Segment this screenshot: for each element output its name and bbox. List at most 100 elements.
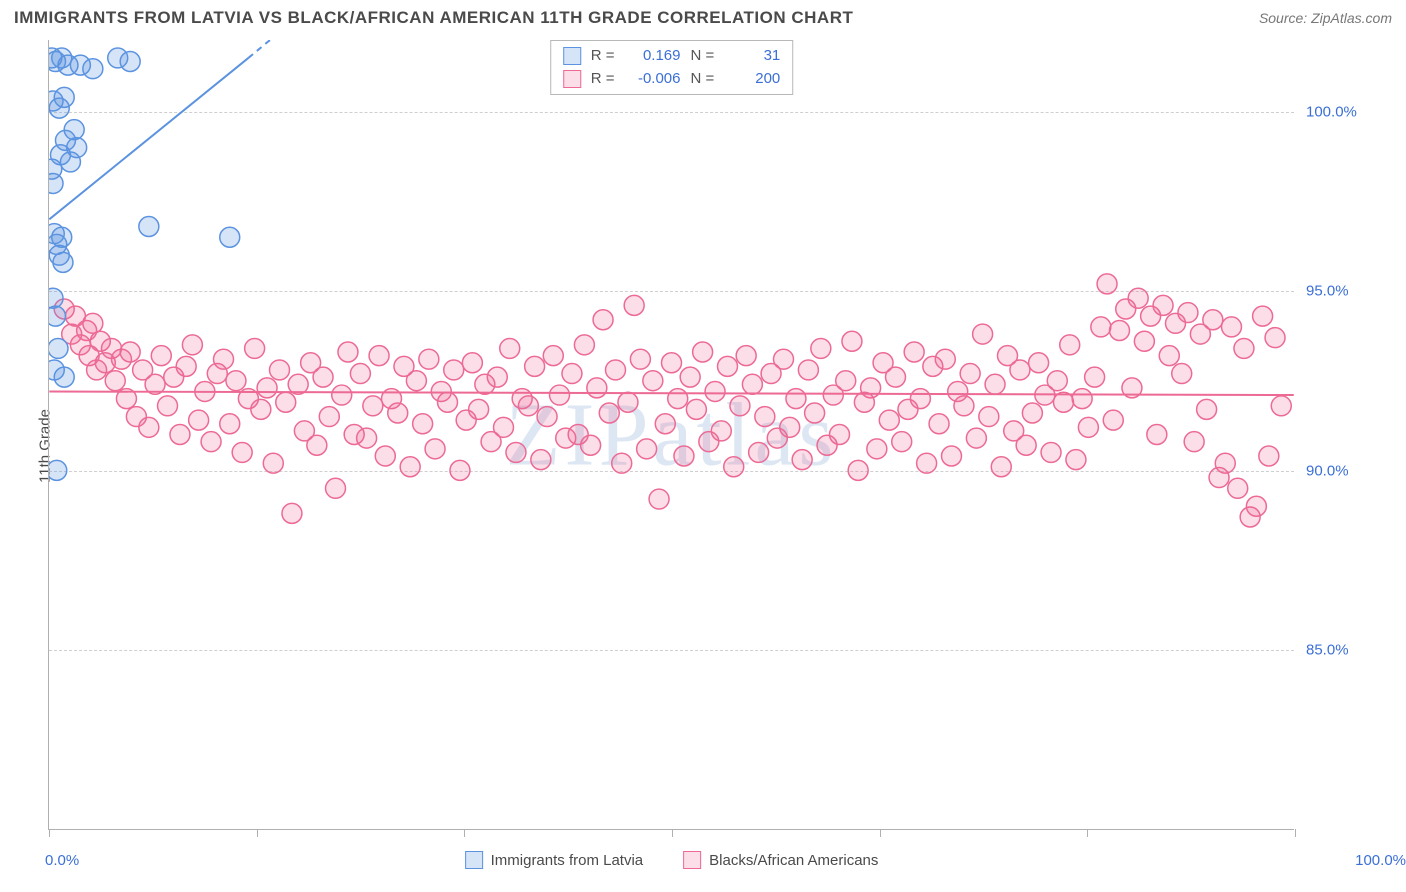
stats-row-series1: R = 0.169 N = 31 xyxy=(563,45,781,68)
scatter-point xyxy=(232,442,252,462)
scatter-point xyxy=(910,389,930,409)
scatter-point xyxy=(49,288,63,308)
scatter-point xyxy=(83,313,103,333)
scatter-point xyxy=(288,374,308,394)
scatter-point xyxy=(1041,442,1061,462)
scatter-point xyxy=(506,442,526,462)
scatter-point xyxy=(674,446,694,466)
scatter-point xyxy=(438,392,458,412)
scatter-point xyxy=(363,396,383,416)
scatter-point xyxy=(195,381,215,401)
scatter-point xyxy=(307,435,327,455)
scatter-point xyxy=(263,453,283,473)
scatter-point xyxy=(54,367,74,387)
scatter-point xyxy=(1253,306,1273,326)
scatter-point xyxy=(587,378,607,398)
y-tick-label: 85.0% xyxy=(1306,642,1396,659)
scatter-point xyxy=(742,374,762,394)
x-tick xyxy=(257,829,258,837)
scatter-point xyxy=(1184,432,1204,452)
scatter-point xyxy=(1128,288,1148,308)
legend-item-series1: Immigrants from Latvia xyxy=(465,851,644,869)
scatter-point xyxy=(1259,446,1279,466)
stats-box: R = 0.169 N = 31 R = -0.006 N = 200 xyxy=(550,40,794,95)
scatter-point xyxy=(469,399,489,419)
scatter-point xyxy=(798,360,818,380)
scatter-point xyxy=(220,227,240,247)
scatter-point xyxy=(991,457,1011,477)
scatter-point xyxy=(1022,403,1042,423)
scatter-point xyxy=(749,442,769,462)
scatter-point xyxy=(730,396,750,416)
scatter-point xyxy=(786,389,806,409)
scatter-point xyxy=(1103,410,1123,430)
scatter-point xyxy=(668,389,688,409)
legend-item-series2: Blacks/African Americans xyxy=(683,851,878,869)
scatter-point xyxy=(145,374,165,394)
stats-row-series2: R = -0.006 N = 200 xyxy=(563,68,781,91)
scatter-point xyxy=(1222,317,1242,337)
scatter-point xyxy=(326,478,346,498)
scatter-point xyxy=(245,338,265,358)
scatter-point xyxy=(680,367,700,387)
plot-area: ZIPatlas 85.0%90.0%95.0%100.0% R = 0.169… xyxy=(48,40,1294,830)
scatter-point xyxy=(649,489,669,509)
scatter-point xyxy=(1054,392,1074,412)
scatter-point xyxy=(550,385,570,405)
scatter-point xyxy=(60,152,80,172)
scatter-point xyxy=(655,414,675,434)
scatter-point xyxy=(1029,353,1049,373)
scatter-point xyxy=(581,435,601,455)
scatter-point xyxy=(1178,303,1198,323)
scatter-point xyxy=(313,367,333,387)
scatter-point xyxy=(270,360,290,380)
scatter-point xyxy=(83,59,103,79)
scatter-point xyxy=(693,342,713,362)
legend-swatch-series2 xyxy=(683,851,701,869)
n-label-2: N = xyxy=(691,68,715,91)
scatter-point xyxy=(1122,378,1142,398)
scatter-point xyxy=(562,364,582,384)
scatter-point xyxy=(531,450,551,470)
legend-label-series2: Blacks/African Americans xyxy=(709,852,878,869)
scatter-point xyxy=(904,342,924,362)
scatter-point xyxy=(1134,331,1154,351)
scatter-point xyxy=(724,457,744,477)
scatter-point xyxy=(419,349,439,369)
scatter-point xyxy=(662,353,682,373)
scatter-point xyxy=(487,367,507,387)
scatter-point xyxy=(985,374,1005,394)
n-value-series2: 200 xyxy=(724,68,780,91)
scatter-point xyxy=(1215,453,1235,473)
scatter-point xyxy=(1016,435,1036,455)
scatter-point xyxy=(220,414,240,434)
scatter-point xyxy=(1147,425,1167,445)
scatter-point xyxy=(842,331,862,351)
x-tick xyxy=(672,829,673,837)
scatter-point xyxy=(425,439,445,459)
scatter-point xyxy=(319,407,339,427)
scatter-point xyxy=(929,414,949,434)
scatter-point xyxy=(1091,317,1111,337)
r-value-series1: 0.169 xyxy=(625,45,681,68)
scatter-point xyxy=(116,389,136,409)
scatter-point xyxy=(960,364,980,384)
scatter-point xyxy=(1110,321,1130,341)
scatter-point xyxy=(711,421,731,441)
scatter-point xyxy=(1265,328,1285,348)
scatter-point xyxy=(201,432,221,452)
scatter-point xyxy=(226,371,246,391)
scatter-point xyxy=(120,342,140,362)
scatter-point xyxy=(450,460,470,480)
scatter-point xyxy=(53,252,73,272)
chart-source: Source: ZipAtlas.com xyxy=(1259,10,1392,26)
scatter-point xyxy=(251,399,271,419)
scatter-point xyxy=(966,428,986,448)
x-tick xyxy=(880,829,881,837)
scatter-point xyxy=(139,417,159,437)
scatter-point xyxy=(375,446,395,466)
scatter-point xyxy=(736,346,756,366)
scatter-point xyxy=(1010,360,1030,380)
legend-label-series1: Immigrants from Latvia xyxy=(491,852,644,869)
scatter-point xyxy=(811,338,831,358)
